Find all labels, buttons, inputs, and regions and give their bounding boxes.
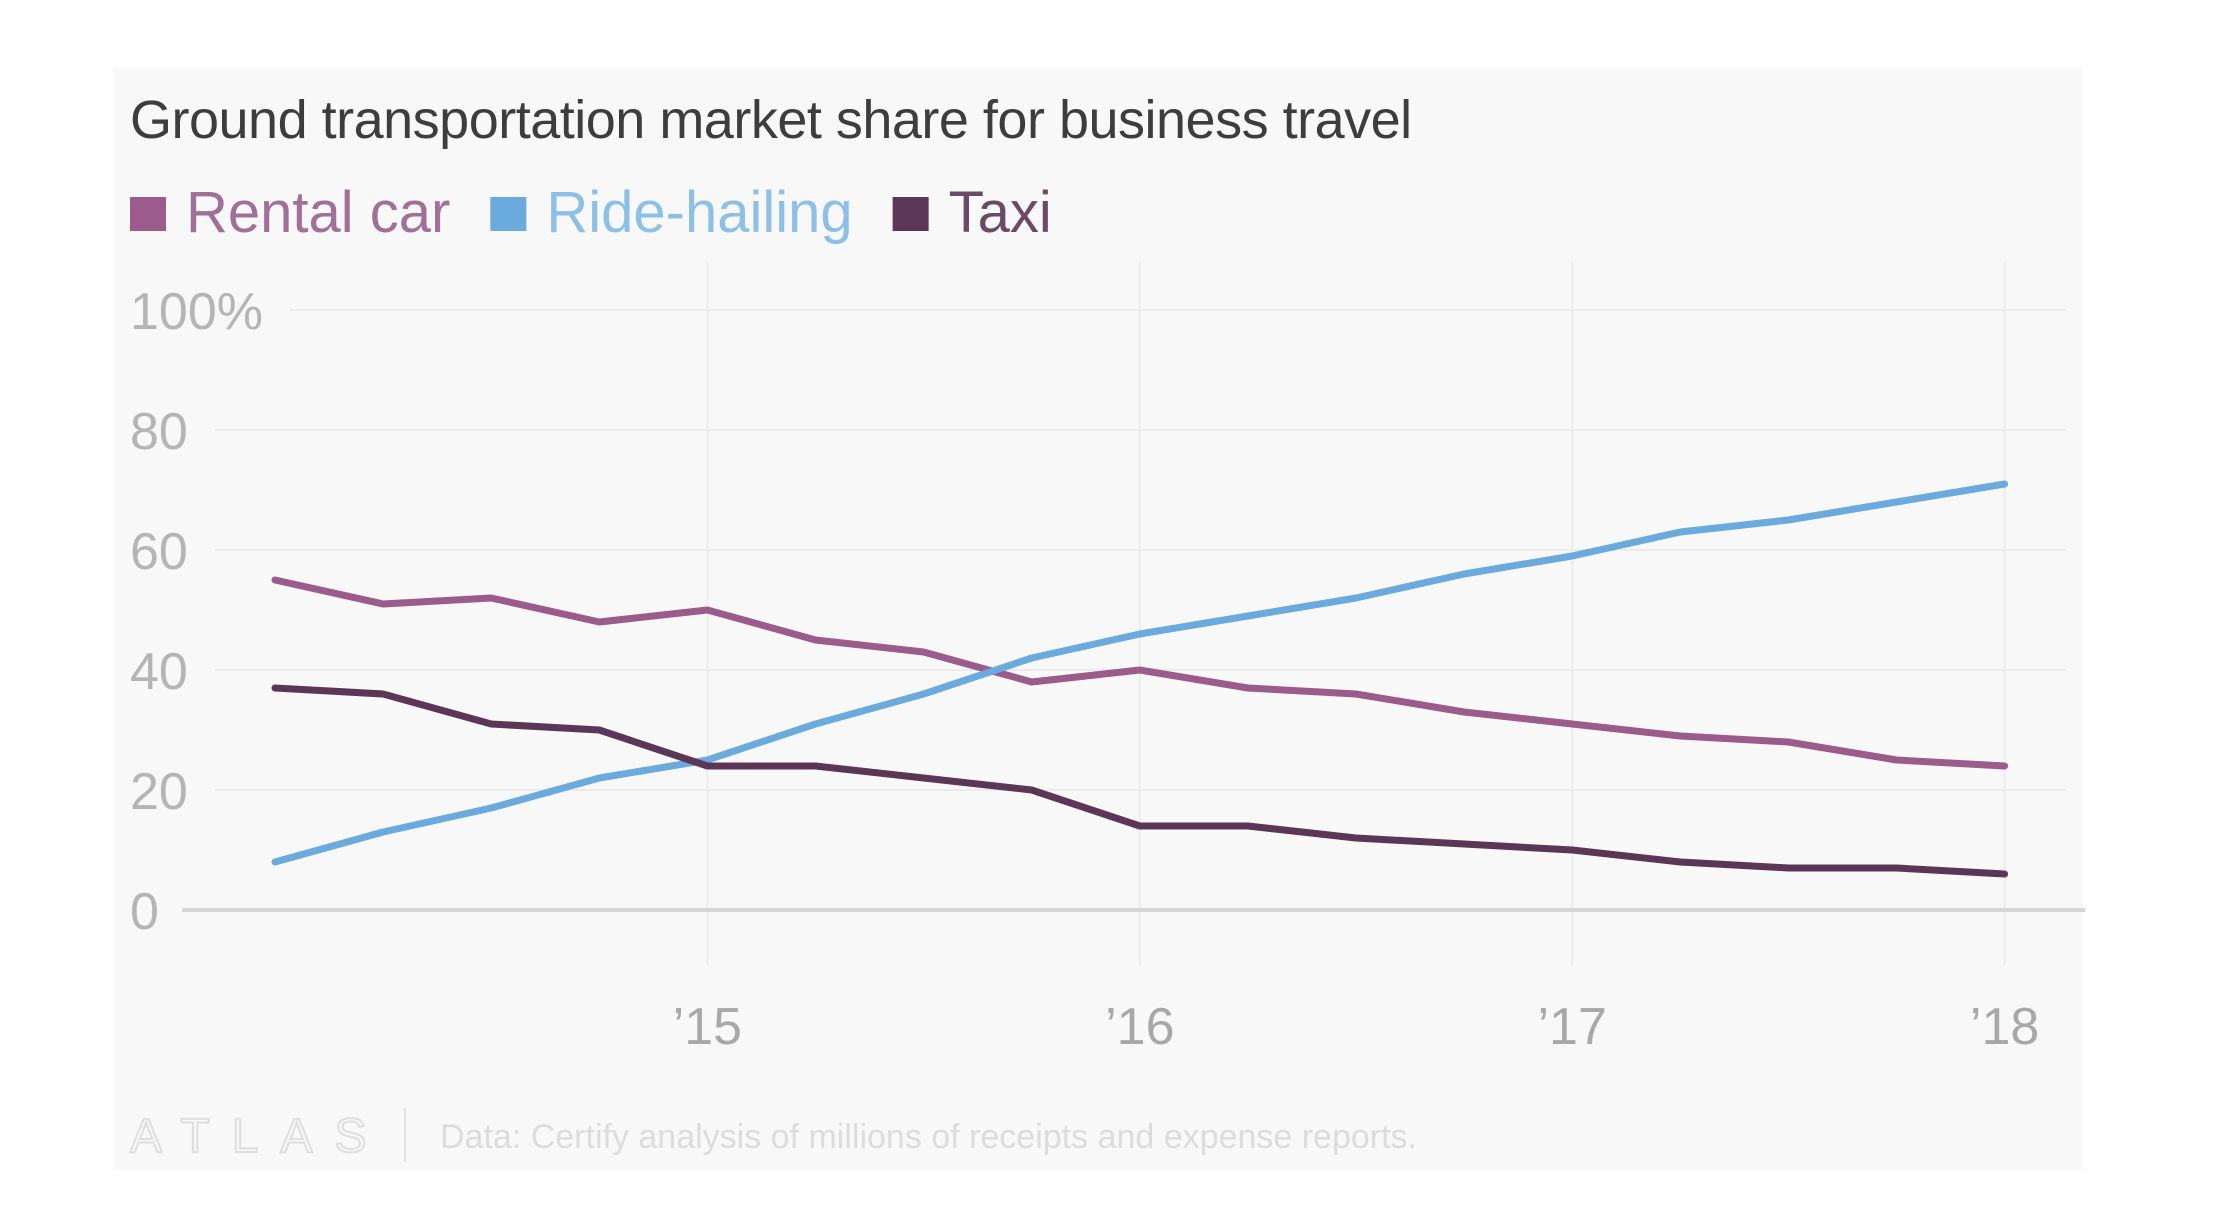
x-tick-label: ’16 [1105,998,1174,1056]
x-axis-labels: ’15 ’16 ’17 ’18 [673,998,2040,1056]
y-tick-label: 20 [130,763,188,821]
y-tick-label: 80 [130,403,188,461]
legend: Rental car Ride-hailing Taxi [130,180,1052,245]
series-line-ride-hailing [271,480,2009,866]
series-line-rental-car [271,576,2009,770]
x-tick-label: ’17 [1537,998,1606,1056]
legend-swatch-rental-car [130,197,166,231]
y-tick-label: 0 [130,883,159,941]
legend-swatch-taxi [892,197,929,231]
chart-title: Ground transportation market share for b… [130,90,1412,150]
legend-label: Taxi [949,180,1052,245]
chart-card [114,68,2082,1170]
legend-swatch-ride-hailing [490,197,527,231]
x-tick-label: ’15 [673,998,742,1056]
legend-label: Rental car [186,180,450,245]
y-tick-label: 60 [130,523,188,581]
series-line-taxi [271,684,2009,878]
x-tick-label: ’18 [1970,998,2039,1056]
footer: ATLAS Data: Certify analysis of millions… [129,1108,1417,1164]
footer-source: Data: Certify analysis of millions of re… [440,1118,1417,1156]
series-lines [271,480,2009,878]
y-axis-labels: 0 20 40 60 80 100% [130,283,263,941]
y-tick-label: 100% [130,283,263,341]
atlas-logo: ATLAS [130,1110,389,1163]
y-tick-label: 40 [130,643,188,701]
legend-label: Ride-hailing [546,180,852,245]
vertical-gridlines [706,262,2006,965]
